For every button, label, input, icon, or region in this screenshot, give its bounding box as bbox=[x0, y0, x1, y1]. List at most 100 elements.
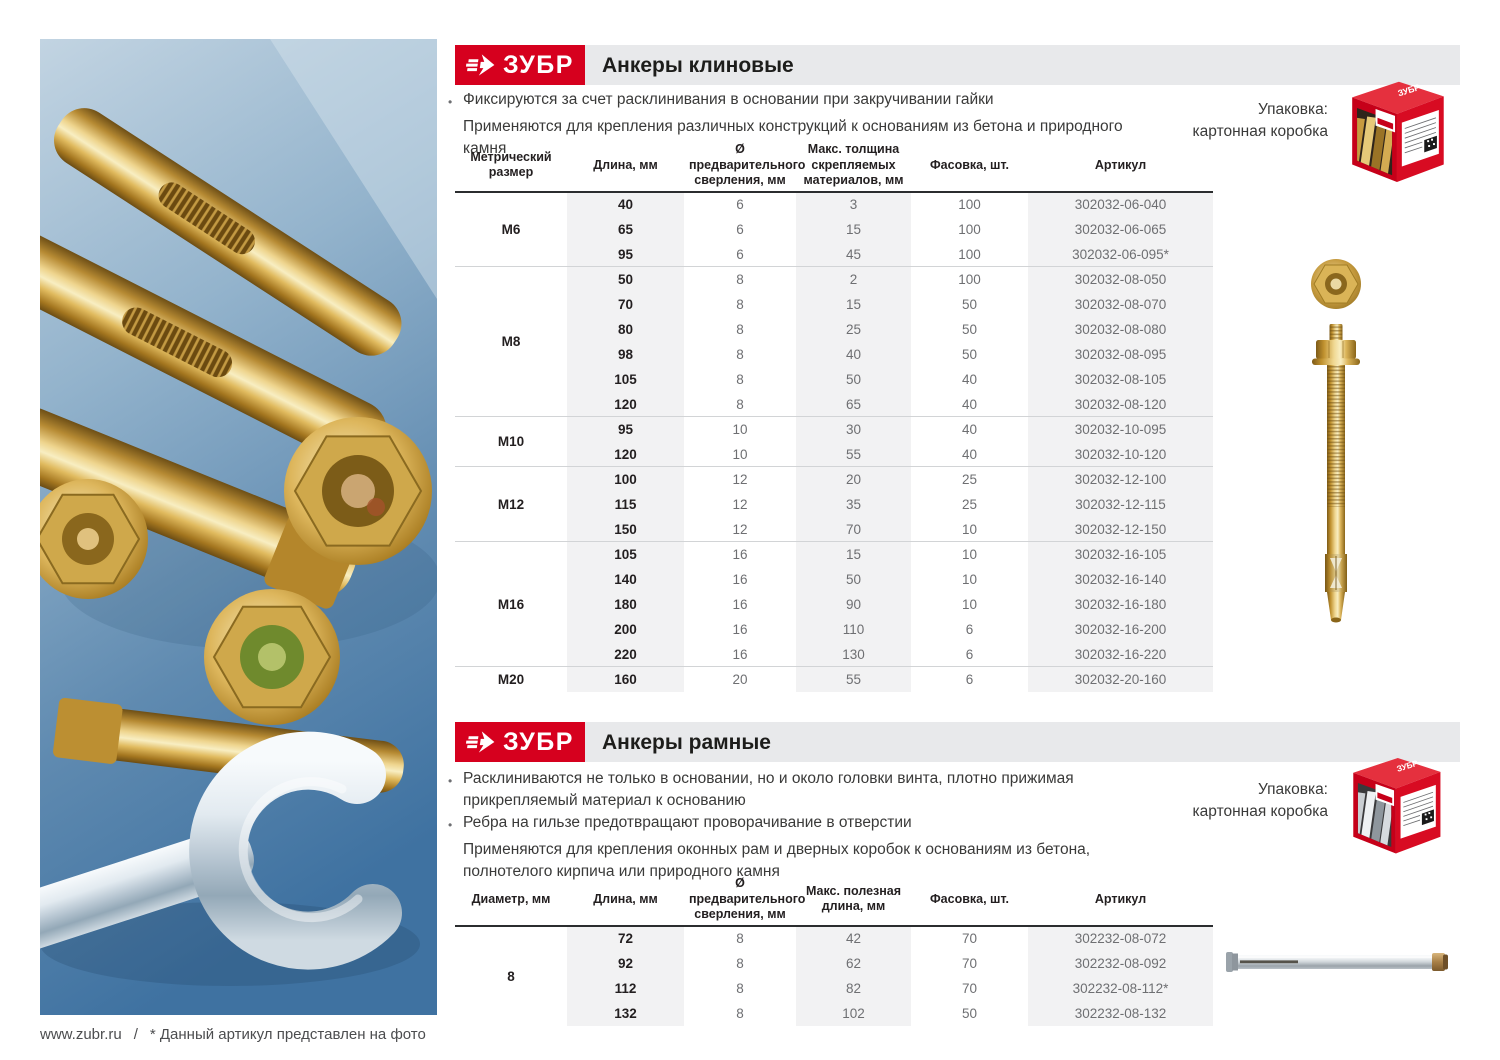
length-cell: 50 bbox=[567, 266, 684, 292]
length-cell: 120 bbox=[567, 441, 684, 467]
max-thickness-cell: 130 bbox=[796, 641, 911, 667]
max-thickness-cell: 90 bbox=[796, 591, 911, 617]
table-row: 8 72 8 42 70 302232-08-072 bbox=[455, 925, 1213, 984]
pack-qty-cell: 70 bbox=[961, 980, 978, 996]
article-cell: 302032-06-040 bbox=[1028, 191, 1213, 217]
max-thickness-cell: 50 bbox=[796, 366, 911, 392]
size-cell: 8 bbox=[507, 968, 515, 984]
article-cell: 302032-08-120 bbox=[1028, 391, 1213, 417]
zubr-arrow-icon bbox=[466, 54, 495, 76]
size-cell: М8 bbox=[455, 266, 567, 417]
length-cell: 95 bbox=[567, 416, 684, 442]
zubr-logo-text: ЗУБР bbox=[503, 51, 574, 79]
table-header: Метрический размер Длина, мм Ø предварит… bbox=[455, 140, 1213, 193]
pack-qty-cell: 50 bbox=[961, 346, 978, 362]
length-cell: 95 bbox=[567, 241, 684, 267]
packaging-box-image: ЗУБР bbox=[1344, 744, 1446, 860]
max-thickness-cell: 110 bbox=[796, 616, 911, 642]
article-cell: 302032-20-160 bbox=[1028, 666, 1213, 692]
article-cell: 302032-08-105 bbox=[1028, 366, 1213, 392]
table-row: М12 100 12 20 25 302032-12-100 bbox=[455, 466, 1213, 542]
max-thickness-cell: 65 bbox=[796, 391, 911, 417]
table-row: 115 12 35 25 302032-12-115 bbox=[455, 491, 1213, 517]
section-text-wedge: • Фиксируются за счет расклинивания в ос… bbox=[448, 89, 1160, 160]
footer-site-url: www.zubr.ru bbox=[40, 1026, 122, 1043]
length-cell: 132 bbox=[567, 1000, 684, 1026]
drill-diameter-cell: 8 bbox=[736, 1005, 744, 1021]
table-row: 112 8 82 70 302232-08-112* bbox=[455, 975, 1213, 1001]
length-cell: 105 bbox=[567, 366, 684, 392]
table-row: 132 8 102 50 302232-08-132 bbox=[455, 1000, 1213, 1026]
col-header-length: Длина, мм bbox=[567, 874, 684, 927]
col-header-drill: Ø предварительного сверления, мм bbox=[684, 874, 805, 927]
length-cell: 150 bbox=[567, 516, 684, 542]
drill-diameter-cell: 16 bbox=[732, 571, 748, 587]
pack-qty-cell: 40 bbox=[961, 396, 978, 412]
bullet-text: Фиксируются за счет расклинивания в осно… bbox=[463, 91, 994, 108]
section-header-band bbox=[585, 45, 1460, 85]
max-thickness-cell: 45 bbox=[796, 241, 911, 267]
col-header-pack: Фасовка, шт. bbox=[911, 140, 1028, 193]
drill-diameter-cell: 6 bbox=[736, 246, 744, 262]
pack-qty-cell: 25 bbox=[911, 466, 1028, 492]
pack-qty-cell: 100 bbox=[958, 246, 981, 262]
bullet-item: • Ребра на гильзе предотвращают проворач… bbox=[448, 812, 1160, 836]
drill-diameter-cell: 6 bbox=[736, 197, 744, 213]
pack-qty-cell: 10 bbox=[961, 521, 978, 537]
col-header-pack: Фасовка, шт. bbox=[911, 874, 1028, 927]
article-cell: 302032-16-180 bbox=[1028, 591, 1213, 617]
pack-qty-cell: 50 bbox=[961, 1005, 978, 1021]
length-cell: 112 bbox=[567, 975, 684, 1001]
table-row: 80 8 25 50 302032-08-080 bbox=[455, 316, 1213, 342]
table-row: М8 50 8 2 100 302032-08-050 bbox=[455, 266, 1213, 417]
article-cell: 302032-12-150 bbox=[1028, 516, 1213, 542]
article-cell: 302032-16-200 bbox=[1028, 616, 1213, 642]
page-footer: www.zubr.ru / * Данный артикул представлен… bbox=[40, 1026, 426, 1043]
length-cell: 180 bbox=[567, 591, 684, 617]
table-row: М16 105 16 15 10 302032-16-105 bbox=[455, 541, 1213, 667]
size-cell: М6 bbox=[501, 222, 521, 238]
length-cell: 98 bbox=[567, 341, 684, 367]
wedge-anchor-illustration bbox=[1311, 259, 1361, 623]
length-cell: 200 bbox=[567, 616, 684, 642]
max-thickness-cell: 15 bbox=[796, 541, 911, 567]
section-header-band bbox=[585, 722, 1460, 762]
length-cell: 160 bbox=[567, 666, 684, 692]
col-header-max: Макс. толщина скрепляемых материалов, мм bbox=[796, 140, 911, 193]
drill-diameter-cell: 12 bbox=[732, 496, 748, 512]
pack-qty-cell: 100 bbox=[911, 266, 1028, 292]
table-row: 92 8 62 70 302232-08-092 bbox=[455, 950, 1213, 976]
max-thickness-cell: 82 bbox=[796, 975, 911, 1001]
max-thickness-cell: 2 bbox=[796, 266, 911, 292]
max-thickness-cell: 3 bbox=[796, 191, 911, 217]
packaging-value: картонная коробка bbox=[1192, 123, 1328, 140]
zubr-logo: ЗУБР bbox=[455, 722, 585, 762]
max-thickness-cell: 25 bbox=[796, 316, 911, 342]
bullet-text: Ребра на гильзе предотвращают проворачив… bbox=[463, 814, 912, 831]
pack-qty-cell: 70 bbox=[961, 955, 978, 971]
max-thickness-cell: 20 bbox=[796, 466, 911, 492]
bullet-text: Расклиниваются не только в основании, но… bbox=[463, 770, 1074, 809]
max-thickness-cell: 35 bbox=[796, 491, 911, 517]
length-cell: 80 bbox=[567, 316, 684, 342]
pack-qty-cell: 6 bbox=[911, 666, 1028, 692]
pack-qty-cell: 10 bbox=[911, 541, 1028, 567]
col-header-diameter: Диаметр, мм bbox=[455, 874, 567, 927]
table-row: 150 12 70 10 302032-12-150 bbox=[455, 516, 1213, 542]
frame-anchors-table: Диаметр, мм Длина, мм Ø предварительного… bbox=[455, 874, 1213, 1026]
length-cell: 70 bbox=[567, 291, 684, 317]
length-cell: 120 bbox=[567, 391, 684, 417]
drill-diameter-cell: 20 bbox=[684, 666, 796, 692]
col-header-article: Артикул bbox=[1028, 874, 1213, 927]
max-thickness-cell: 55 bbox=[796, 666, 911, 692]
zubr-logo-text: ЗУБР bbox=[503, 728, 574, 756]
article-cell: 302032-06-065 bbox=[1028, 216, 1213, 242]
drill-diameter-cell: 8 bbox=[736, 321, 744, 337]
cardboard-box-illustration: ЗУБР bbox=[1353, 758, 1441, 854]
max-thickness-cell: 15 bbox=[796, 216, 911, 242]
max-thickness-cell: 55 bbox=[796, 441, 911, 467]
article-cell: 302032-12-100 bbox=[1028, 466, 1213, 492]
article-cell: 302232-08-092 bbox=[1028, 950, 1213, 976]
pack-qty-cell: 50 bbox=[961, 296, 978, 312]
article-cell: 302032-06-095* bbox=[1028, 241, 1213, 267]
